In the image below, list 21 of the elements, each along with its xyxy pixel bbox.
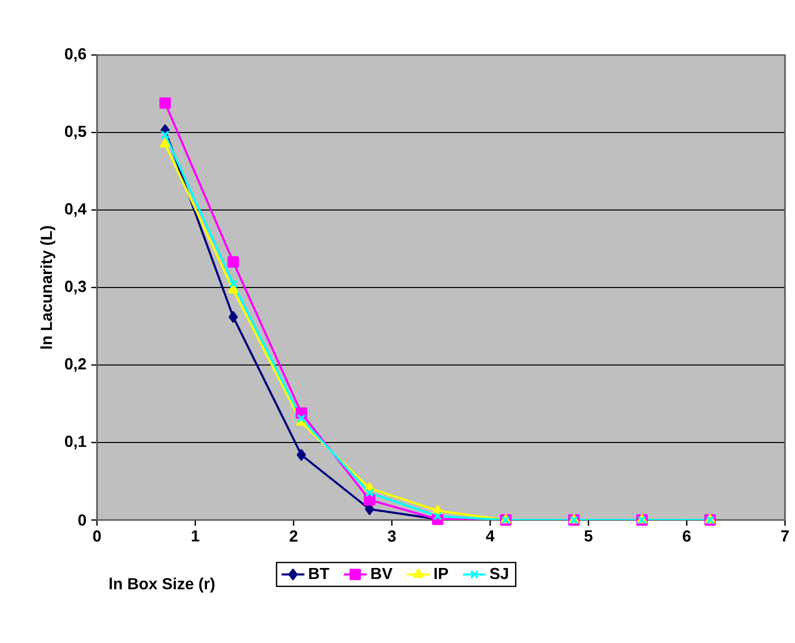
x-axis-title: ln Box Size (r) <box>110 578 214 593</box>
y-tick-label: 0,2 <box>64 358 86 372</box>
y-tick-label: 0 <box>78 514 86 526</box>
legend-label: BT <box>309 568 330 579</box>
x-tick-label: 5 <box>584 530 592 542</box>
legend-label: IP <box>434 568 448 579</box>
y-tick-label: 0,3 <box>64 280 86 294</box>
x-tick-label: 2 <box>290 530 298 542</box>
y-tick-label: 0,1 <box>64 436 86 450</box>
x-tick-label: 4 <box>486 530 494 542</box>
y-axis-title: ln Lacunarity (L) <box>40 226 56 349</box>
x-tick-label: 1 <box>192 530 200 542</box>
legend-label: BV <box>371 568 392 579</box>
x-tick-label: 7 <box>781 530 789 542</box>
y-tick-label: 0,6 <box>64 48 86 62</box>
y-tick-label: 0,5 <box>64 126 86 140</box>
legend-label: SJ <box>490 568 508 580</box>
x-tick-label: 3 <box>388 530 396 542</box>
x-tick-label: 6 <box>682 530 691 542</box>
y-tick-label: 0,4 <box>64 203 87 217</box>
x-tick-label: 0 <box>93 530 101 542</box>
